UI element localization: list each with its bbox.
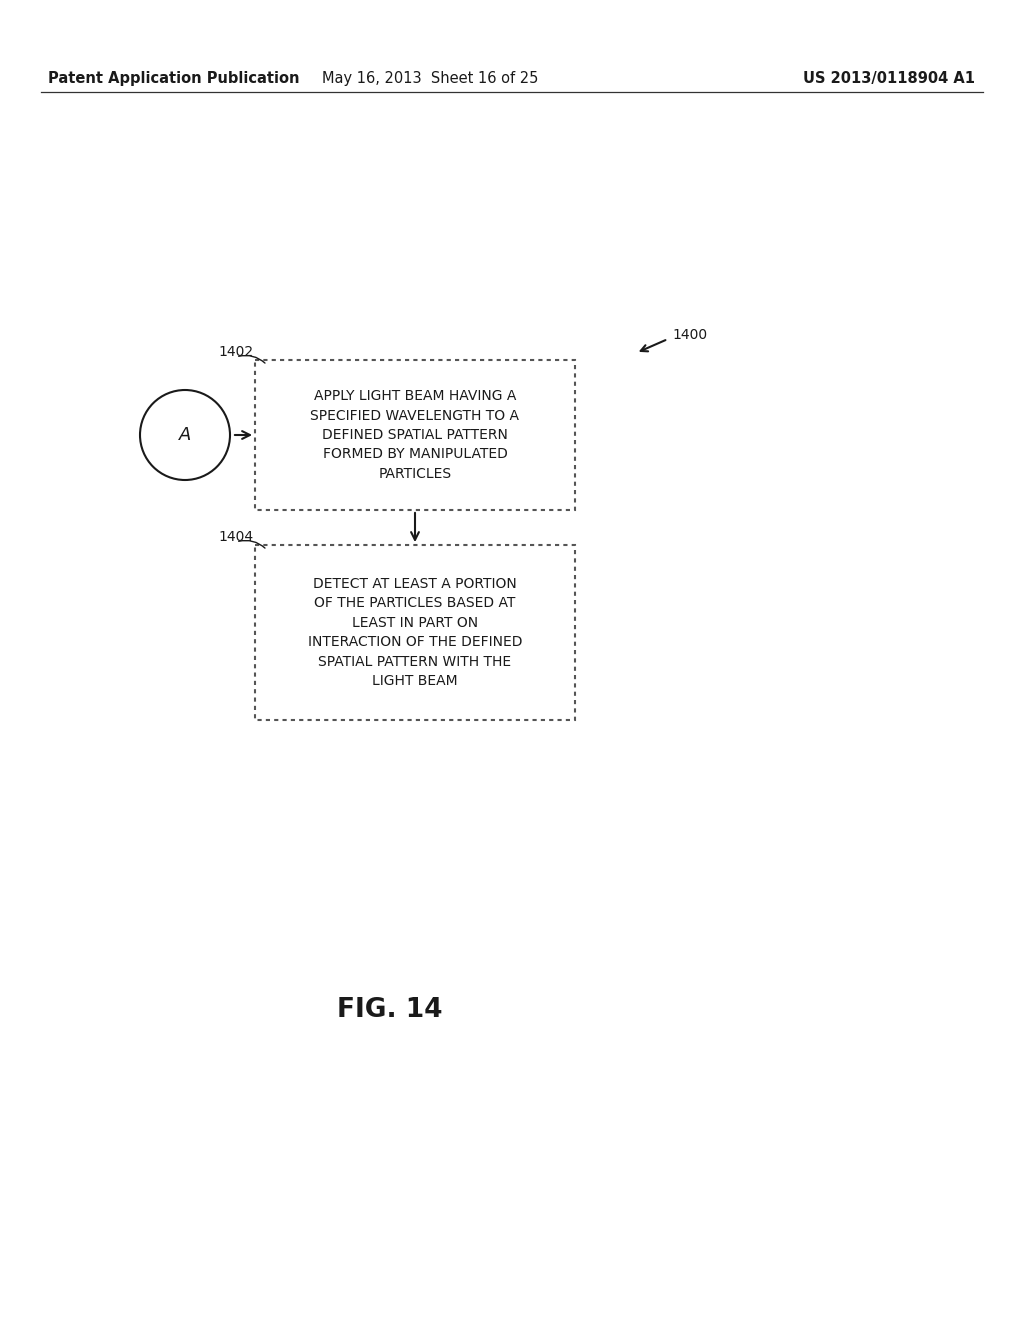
Text: 1400: 1400 (672, 327, 708, 342)
Text: APPLY LIGHT BEAM HAVING A
SPECIFIED WAVELENGTH TO A
DEFINED SPATIAL PATTERN
FORM: APPLY LIGHT BEAM HAVING A SPECIFIED WAVE… (310, 389, 519, 480)
Bar (255, 545, 575, 719)
Text: 1404: 1404 (218, 531, 253, 544)
Bar (255, 360, 575, 510)
Text: US 2013/0118904 A1: US 2013/0118904 A1 (803, 70, 975, 86)
Text: FIG. 14: FIG. 14 (337, 997, 442, 1023)
Ellipse shape (140, 389, 230, 480)
Text: Patent Application Publication: Patent Application Publication (48, 70, 299, 86)
Text: 1402: 1402 (218, 345, 253, 359)
Text: May 16, 2013  Sheet 16 of 25: May 16, 2013 Sheet 16 of 25 (322, 70, 539, 86)
Text: DETECT AT LEAST A PORTION
OF THE PARTICLES BASED AT
LEAST IN PART ON
INTERACTION: DETECT AT LEAST A PORTION OF THE PARTICL… (308, 577, 522, 688)
Text: A: A (179, 426, 191, 444)
